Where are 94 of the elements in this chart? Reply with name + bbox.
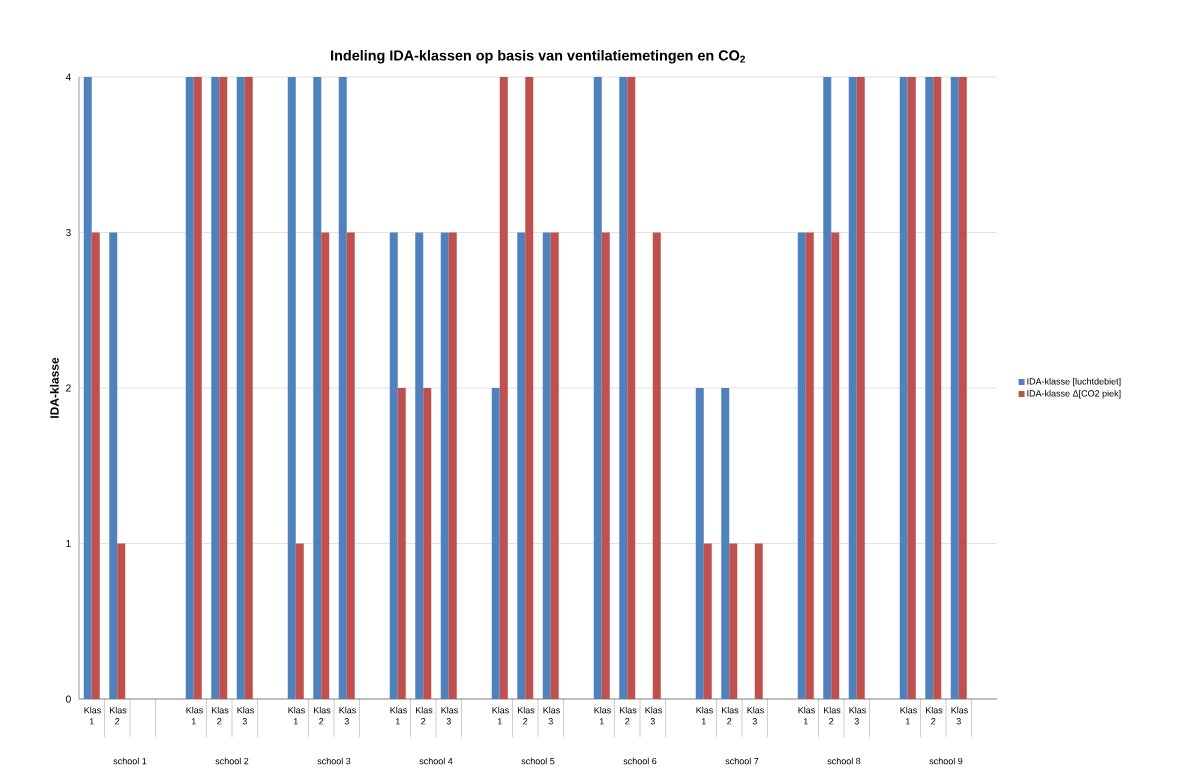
y-axis-title: IDA-klasse	[49, 357, 59, 418]
bar	[754, 543, 763, 699]
y-tick-label: 3	[66, 228, 71, 237]
bar	[193, 76, 202, 699]
bar	[491, 388, 500, 699]
bar	[83, 76, 92, 699]
x-tick-label: Klas 3	[339, 706, 356, 725]
text: school 2	[215, 757, 249, 765]
x-tick-label: Klas 2	[109, 706, 127, 725]
bar	[219, 76, 228, 699]
bar	[91, 232, 100, 699]
bar	[925, 76, 934, 699]
x-tick-label: Klas 3	[849, 706, 866, 725]
bar	[321, 232, 330, 699]
x-tick-label: Klas 2	[722, 706, 739, 725]
legend-label: IDA-klasse [luchtdebiet]	[1027, 377, 1121, 387]
y-tick-label: 2	[66, 384, 71, 392]
x-tick-label: Klas 3	[951, 706, 968, 725]
bar	[542, 232, 551, 699]
bar	[831, 232, 840, 699]
chart-title: Indeling IDA-klassen op basis van ventilatiemetingen en CO$_{2}$	[331, 49, 745, 64]
bar	[338, 76, 347, 699]
text: school 1	[113, 757, 147, 765]
x-tick-label: Klas 1	[84, 706, 101, 725]
text: school 8	[827, 757, 861, 765]
bar	[244, 76, 253, 699]
bar	[899, 76, 908, 699]
x-tick-label: Klas 1	[900, 706, 917, 725]
x-tick-label: Klas 2	[926, 706, 943, 725]
bar	[287, 76, 296, 699]
bar	[907, 76, 916, 699]
bar	[236, 76, 245, 699]
bar	[601, 232, 610, 699]
x-tick-label: Klas 2	[313, 706, 331, 725]
bar	[958, 76, 967, 699]
x-tick-label: Klas 3	[237, 706, 254, 725]
bar	[797, 232, 806, 699]
x-tick-label: Klas 1	[696, 706, 713, 725]
x-tick-label: Klas 3	[645, 706, 662, 725]
x-tick-label: Klas 1	[186, 706, 203, 725]
text: school 6	[623, 757, 657, 765]
bar	[721, 388, 730, 699]
bar	[423, 388, 432, 699]
y-tick-label: 1	[66, 540, 71, 547]
bar	[415, 232, 424, 699]
bar	[550, 232, 559, 699]
bar	[397, 388, 406, 699]
x-tick-label: Klas 2	[517, 706, 535, 725]
bar	[346, 232, 355, 699]
x-tick-label: Klas 1	[288, 706, 305, 725]
y-tick-label: 0	[66, 695, 71, 703]
x-tick-label: Klas 2	[415, 706, 433, 725]
bar	[117, 543, 126, 699]
bar	[950, 76, 959, 699]
bar	[933, 76, 942, 699]
bar	[185, 76, 194, 699]
bar	[695, 388, 704, 699]
x-tick-label: Klas 3	[441, 706, 458, 725]
text: school 9	[929, 757, 963, 765]
bar	[499, 76, 508, 699]
bar	[805, 232, 814, 699]
x-tick-label: Klas 2	[824, 706, 841, 725]
text: school 5	[521, 757, 555, 765]
bar	[295, 543, 304, 699]
x-tick-label: Klas 1	[798, 706, 815, 725]
x-tick-label: Klas 1	[390, 706, 407, 725]
bar	[593, 76, 602, 699]
bar	[313, 76, 322, 699]
bar	[856, 76, 865, 699]
bar	[848, 76, 857, 699]
bar	[109, 232, 118, 699]
x-tick-label: Klas 3	[747, 706, 764, 725]
legend-label: IDA-klasse Δ[CO2 piek]	[1027, 389, 1121, 399]
x-tick-label: Klas 3	[543, 706, 560, 725]
bar	[389, 232, 398, 699]
bar	[440, 232, 449, 699]
bar	[823, 76, 832, 699]
bar	[627, 76, 636, 699]
x-tick-label: Klas 1	[594, 706, 611, 725]
bar	[703, 543, 712, 699]
bar	[517, 232, 526, 699]
x-tick-label: Klas 1	[492, 706, 509, 725]
x-tick-label: Klas 2	[211, 706, 229, 725]
bar	[525, 76, 534, 699]
text: school 4	[419, 757, 453, 765]
bar	[211, 76, 220, 699]
bar	[448, 232, 457, 699]
bar	[652, 232, 661, 699]
text: school 7	[725, 757, 759, 765]
bar	[729, 543, 738, 699]
x-tick-label: Klas 2	[619, 706, 637, 725]
text: school 3	[317, 757, 351, 765]
y-tick-label: 4	[65, 73, 71, 81]
bar	[619, 76, 628, 699]
